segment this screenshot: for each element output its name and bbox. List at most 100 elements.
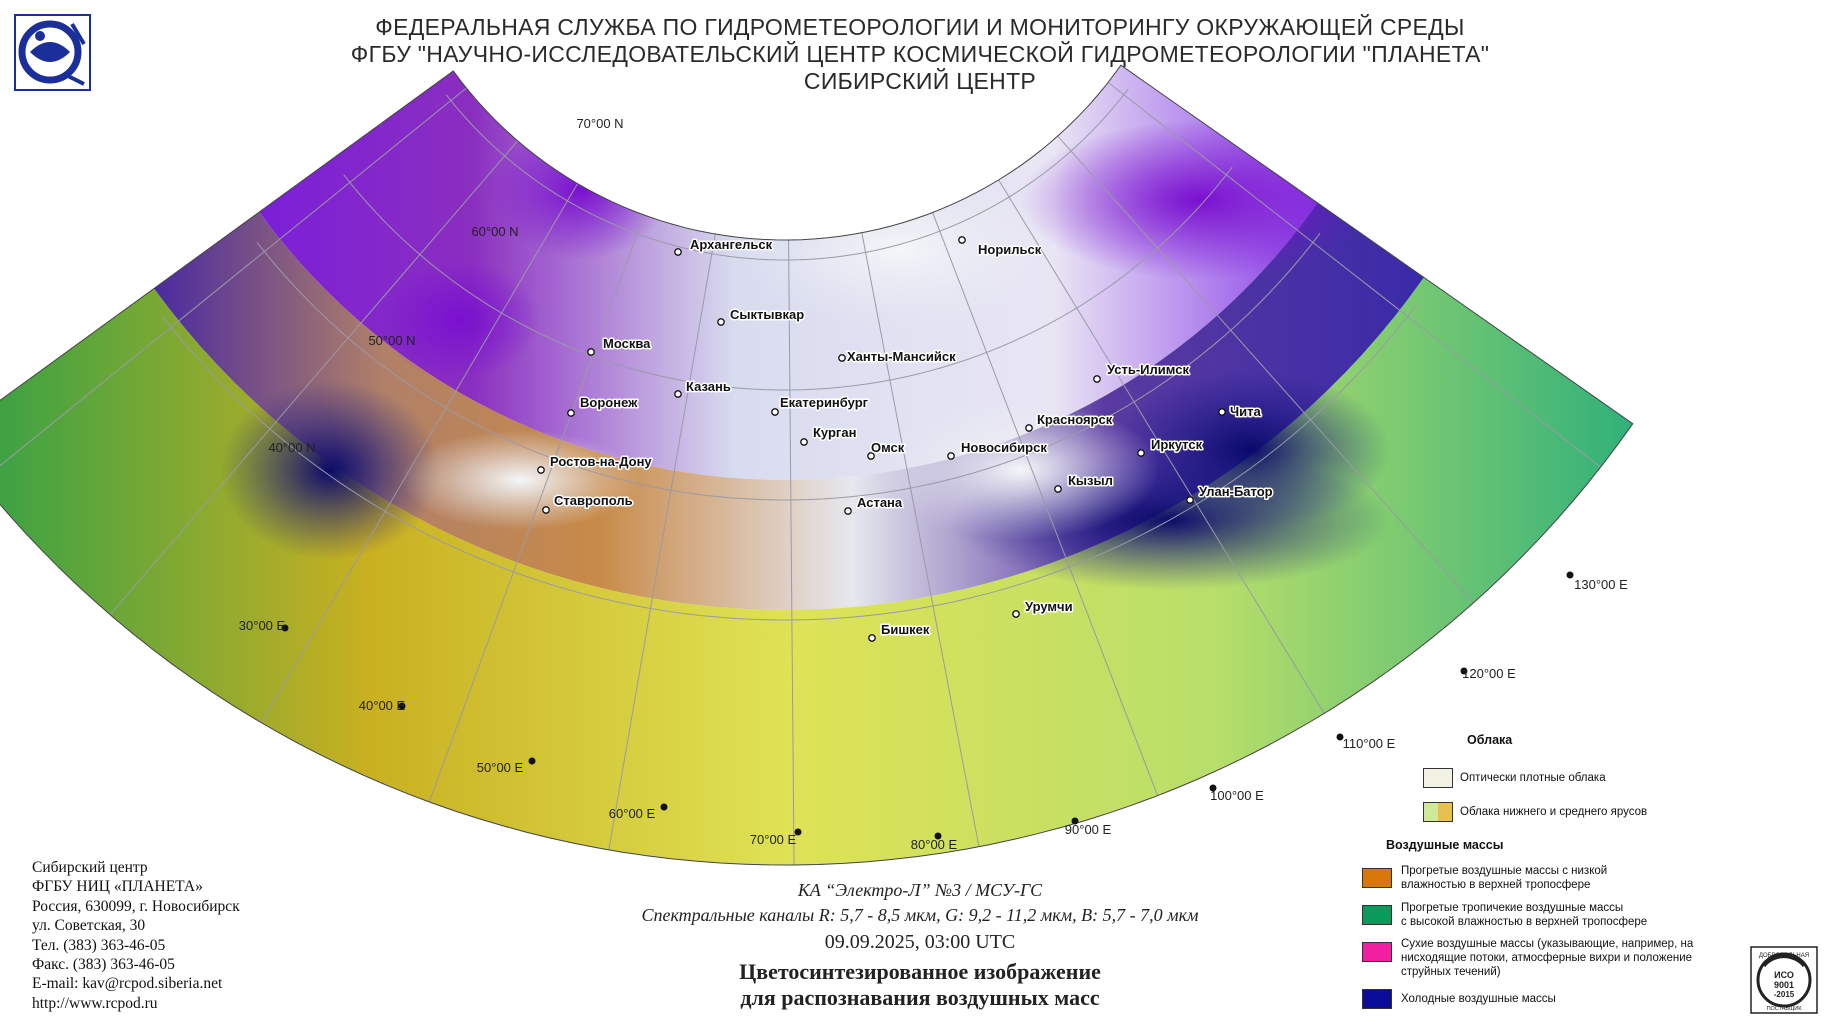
longitude-marker — [1460, 667, 1468, 675]
legend-text-cold-air: Холодные воздушные массы — [1401, 993, 1556, 1005]
latitude-label: 60°00 N — [471, 224, 518, 239]
city-dot — [1093, 375, 1101, 383]
graticule-longitude-line — [255, 174, 584, 732]
planeta-logo — [14, 14, 91, 91]
city-label: Сыктывкар — [730, 307, 804, 322]
city-label-halo: Екатеринбург — [780, 395, 869, 410]
city-label-halo: Кызыл — [1068, 473, 1113, 488]
legend-swatch-cold-air — [1362, 989, 1392, 1009]
graticule-longitude-line — [606, 224, 718, 860]
city-label: Воронеж — [580, 395, 638, 410]
graticule-longitude-line — [992, 171, 1330, 723]
image-band-2 — [0, 277, 1633, 865]
city-dot — [867, 452, 875, 460]
latitude-label: 70°00 N — [576, 116, 623, 131]
header-line-1: ФЕДЕРАЛЬНАЯ СЛУЖБА ПО ГИДРОМЕТЕОРОЛОГИИ … — [375, 14, 1465, 40]
legend-text-low-clouds: Облака нижнего и среднего ярусов — [1460, 806, 1648, 818]
city-dot — [1054, 485, 1062, 493]
longitude-label: 120°00 E — [1462, 666, 1516, 681]
legend-text-dense-clouds: Оптически плотные облака — [1460, 772, 1606, 784]
legend-swatch-dry-air — [1362, 942, 1392, 962]
graticule-longitude-line — [1099, 75, 1609, 474]
city-dot — [567, 409, 575, 417]
city-label: Чита — [1230, 404, 1261, 419]
city-dot — [958, 236, 966, 244]
image-blob — [1110, 370, 1390, 530]
longitude-label: 60°00 E — [609, 806, 656, 821]
image-blob — [1020, 120, 1380, 280]
city-label-halo: Казань — [686, 379, 731, 394]
city-label-halo: Улан-Батор — [1199, 484, 1273, 499]
address-line: ул. Советская, 30 — [32, 917, 146, 935]
city-label: Ростов-на-Дону — [550, 454, 652, 469]
image-blob — [380, 260, 540, 380]
graticule-longitude-line — [928, 203, 1162, 806]
city-label: Москва — [603, 336, 651, 351]
longitude-marker — [1566, 571, 1574, 579]
city-label-halo: Ханты-Мансийск — [847, 349, 956, 364]
latitude-label: 40°00 N — [268, 440, 315, 455]
title-line-2: для распознавания воздушных масс — [740, 985, 1100, 1010]
address-line: Факс. (383) 363-46-05 — [32, 956, 175, 974]
graticule-longitude-line — [1050, 128, 1481, 611]
channels-caption: Спектральные каналы R: 5,7 - 8,5 мкм, G:… — [641, 905, 1199, 925]
city-label: Кызыл — [1068, 473, 1113, 488]
longitude-label: 50°00 E — [477, 760, 524, 775]
legend-text-tropical-moist: Прогретые тропичекие воздушные массы с вы… — [1401, 902, 1648, 928]
svg-text:9001: 9001 — [1774, 980, 1794, 990]
city-dot — [868, 634, 876, 642]
city-label-halo: Норильск — [978, 242, 1042, 257]
city-label-halo: Курган — [813, 425, 856, 440]
address-line: ФГБУ НИЦ «ПЛАНЕТА» — [32, 878, 203, 896]
city-label: Курган — [813, 425, 856, 440]
city-dot — [717, 318, 725, 326]
city-label: Ставрополь — [554, 493, 633, 508]
city-label: Усть-Илимск — [1107, 362, 1189, 377]
legend-swatch-warm-dry — [1362, 868, 1392, 888]
city-dot — [674, 248, 682, 256]
graticule-longitude-line — [103, 132, 525, 623]
city-dot — [537, 466, 545, 474]
website-link[interactable]: http://www.rcpod.ru — [32, 994, 158, 1012]
city-label: Иркутск — [1151, 437, 1203, 452]
legend-swatch-low-clouds — [1423, 802, 1453, 822]
address-line: Тел. (383) 363-46-05 — [32, 936, 166, 954]
address-line: Россия, 630099, г. Новосибирск — [32, 897, 240, 915]
image-blob — [400, 430, 640, 530]
longitude-label: 110°00 E — [1343, 736, 1396, 751]
city-label: Архангельск — [690, 237, 773, 252]
email-link[interactable]: E-mail: kav@rcpod.siberia.net — [32, 975, 223, 993]
city-label-halo: Астана — [857, 495, 903, 510]
svg-text:ПОСТАВЩИК: ПОСТАВЩИК — [1767, 1006, 1803, 1012]
longitude-marker — [1071, 817, 1079, 825]
city-dot — [542, 506, 550, 514]
city-label-halo: Омск — [871, 440, 905, 455]
city-label-halo: Новосибирск — [961, 440, 1047, 455]
iso-certification-badge: ДОБРОВОЛЬНАЯ ИСО 9001 -2015 ПОСТАВЩИК — [1750, 946, 1818, 1014]
city-label: Новосибирск — [961, 440, 1047, 455]
city-dot — [844, 507, 852, 515]
image-blob — [220, 380, 440, 560]
image-blob — [880, 400, 1160, 540]
city-label-halo: Сыктывкар — [730, 307, 804, 322]
datetime-caption: 09.09.2025, 03:00 UTC — [824, 931, 1016, 953]
header-line-3: СИБИРСКИЙ ЦЕНТР — [803, 68, 1037, 94]
city-label-halo: Чита — [1230, 404, 1261, 419]
city-dot — [1218, 408, 1226, 416]
city-label: Красноярск — [1037, 412, 1113, 427]
